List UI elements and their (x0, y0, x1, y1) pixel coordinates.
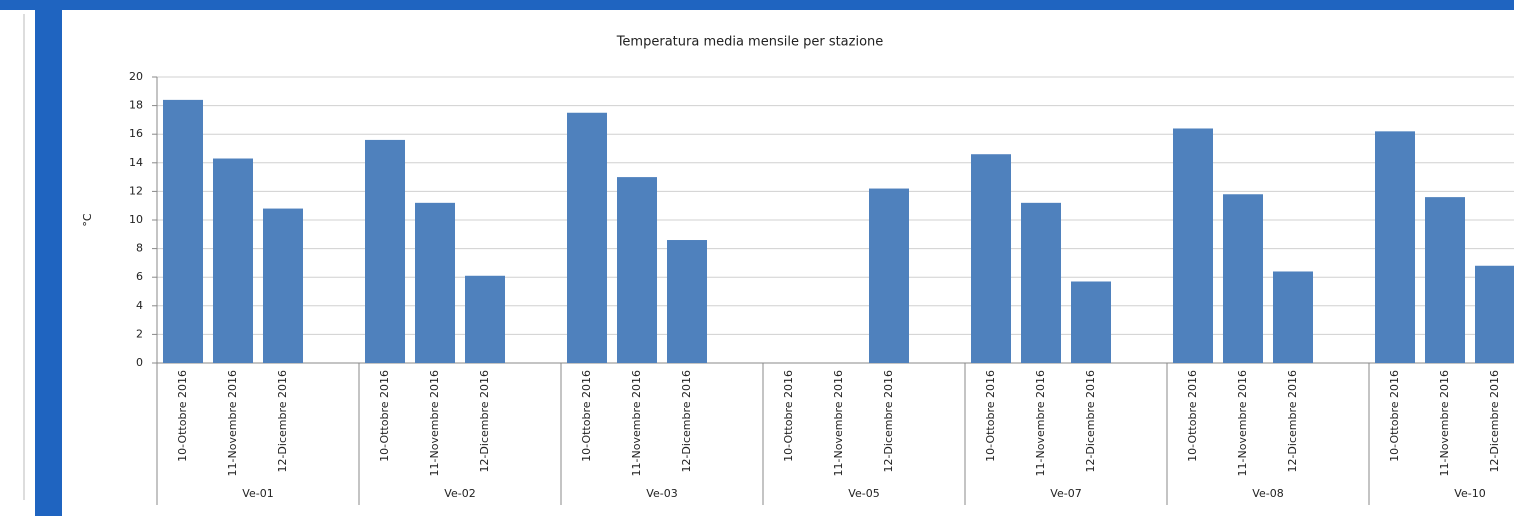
x-tick-label: 12-Dicembre 2016 (1286, 370, 1299, 473)
x-tick-label: 10-Ottobre 2016 (580, 370, 593, 462)
y-tick-label: 8 (136, 242, 143, 255)
bar (971, 154, 1011, 363)
x-tick-label: 10-Ottobre 2016 (984, 370, 997, 462)
bar (567, 112, 607, 363)
x-tick-label: 10-Ottobre 2016 (176, 370, 189, 462)
bar (1425, 197, 1465, 363)
x-tick-label: 11-Novembre 2016 (1236, 370, 1249, 476)
bar (617, 177, 657, 363)
bar (869, 188, 909, 363)
bar (415, 202, 455, 363)
x-tick-label: 12-Dicembre 2016 (276, 370, 289, 473)
y-axis-label: °C (81, 213, 94, 227)
bar (1475, 265, 1514, 363)
group-label: Ve-08 (1252, 487, 1283, 500)
bar (667, 240, 707, 363)
y-tick-label: 4 (136, 299, 143, 312)
y-tick-label: 6 (136, 270, 143, 283)
bar (1071, 281, 1111, 363)
x-tick-label: 10-Ottobre 2016 (1186, 370, 1199, 462)
x-tick-label: 12-Dicembre 2016 (1084, 370, 1097, 473)
x-tick-label: 12-Dicembre 2016 (680, 370, 693, 473)
y-tick-label: 10 (129, 213, 143, 226)
bar (1021, 202, 1061, 363)
bar (213, 158, 253, 363)
x-tick-label: 11-Novembre 2016 (226, 370, 239, 476)
y-tick-label: 18 (129, 99, 143, 112)
bar (1273, 271, 1313, 363)
y-tick-label: 20 (129, 70, 143, 83)
x-tick-label: 11-Novembre 2016 (1034, 370, 1047, 476)
x-tick-label: 12-Dicembre 2016 (882, 370, 895, 473)
x-tick-label: 12-Dicembre 2016 (478, 370, 491, 473)
y-tick-label: 16 (129, 127, 143, 140)
y-tick-label: 2 (136, 327, 143, 340)
bar (263, 208, 303, 363)
side-panel (0, 10, 35, 516)
bar (163, 99, 203, 363)
x-tick-label: 11-Novembre 2016 (832, 370, 845, 476)
x-tick-label: 10-Ottobre 2016 (1388, 370, 1401, 462)
x-tick-label: 12-Dicembre 2016 (1488, 370, 1501, 473)
x-tick-label: 10-Ottobre 2016 (782, 370, 795, 462)
bar (1375, 131, 1415, 363)
group-label: Ve-05 (848, 487, 879, 500)
x-tick-label: 11-Novembre 2016 (1438, 370, 1451, 476)
bar (1223, 194, 1263, 363)
group-label: Ve-02 (444, 487, 475, 500)
x-tick-label: 11-Novembre 2016 (630, 370, 643, 476)
bar (465, 275, 505, 363)
group-label: Ve-07 (1050, 487, 1081, 500)
bar (1173, 128, 1213, 363)
y-tick-label: 12 (129, 184, 143, 197)
group-label: Ve-01 (242, 487, 273, 500)
x-tick-label: 10-Ottobre 2016 (378, 370, 391, 462)
chart-area (62, 10, 1514, 516)
x-tick-label: 11-Novembre 2016 (428, 370, 441, 476)
group-label: Ve-10 (1454, 487, 1485, 500)
y-tick-label: 14 (129, 156, 143, 169)
bar (365, 139, 405, 363)
group-label: Ve-03 (646, 487, 677, 500)
y-tick-label: 0 (136, 356, 143, 369)
chart-title: Temperatura media mensile per stazione (616, 35, 884, 50)
